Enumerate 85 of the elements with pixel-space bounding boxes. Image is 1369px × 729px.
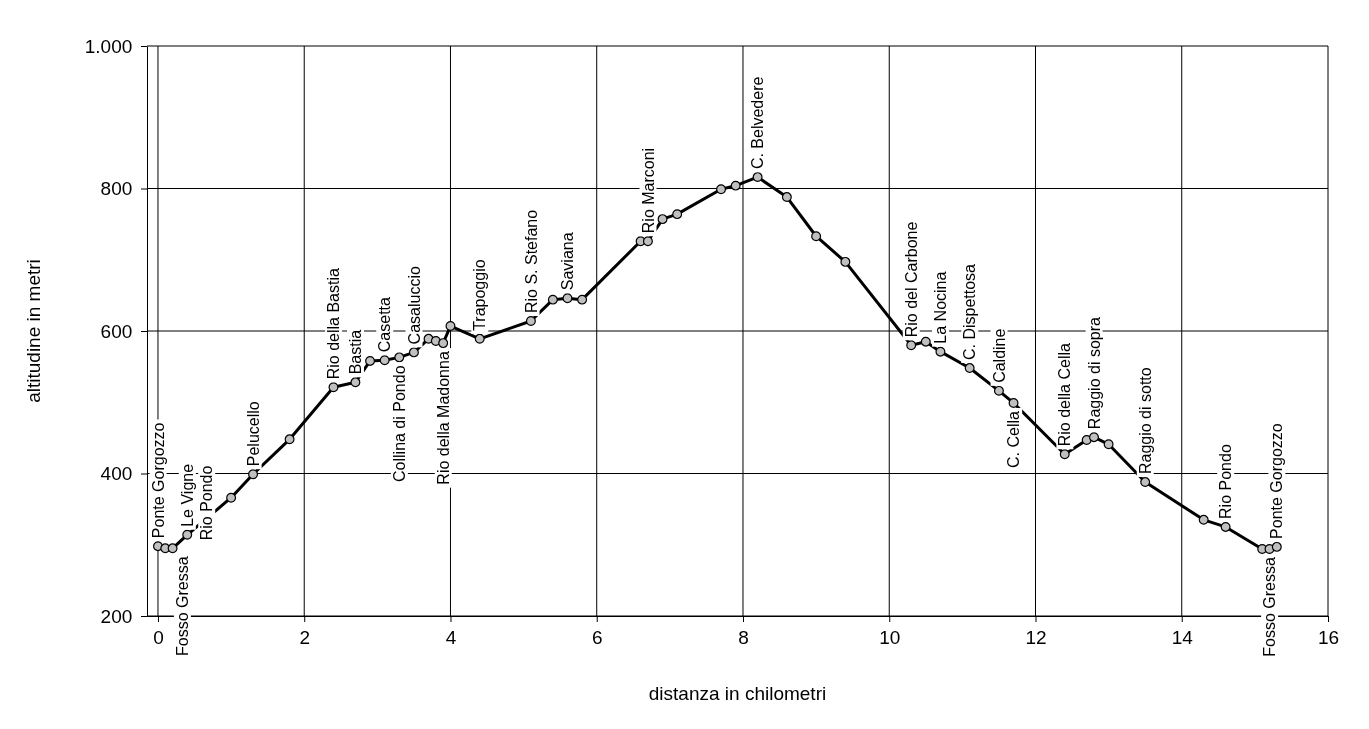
y-tick-label: 400 (100, 463, 133, 485)
x-tick-label: 16 (1317, 627, 1340, 648)
point (1220, 521, 1231, 532)
y-axis-title: altitudine in metri (23, 259, 44, 403)
point (935, 346, 946, 357)
annotation: C. Dispettosa (961, 263, 979, 361)
point (182, 529, 193, 540)
x-tick-label: 8 (738, 627, 749, 648)
x-tick-label: 4 (445, 627, 457, 648)
x-tick-label: 10 (879, 627, 901, 648)
x-axis-title: distanza in chilometri (648, 683, 827, 704)
annotation: La Nocina (932, 271, 950, 344)
point (642, 236, 653, 247)
point (408, 347, 419, 358)
y-tick-label: 200 (100, 605, 133, 627)
annotation: Rio della Cella (1056, 343, 1074, 447)
point (1103, 439, 1114, 450)
point (562, 293, 573, 304)
point (226, 492, 237, 503)
point (525, 316, 536, 326)
point (248, 469, 258, 480)
point (672, 209, 683, 220)
point (1271, 541, 1282, 552)
point (752, 172, 763, 183)
point (577, 294, 588, 305)
annotation: Ponte Gorgozzo (1268, 423, 1286, 539)
point (1264, 544, 1275, 554)
annotation: Pelucello (244, 401, 262, 467)
point (1140, 477, 1151, 488)
point (438, 338, 449, 349)
annotation: Rio del Carbone (902, 221, 920, 338)
point (167, 543, 178, 554)
annotation: Caldine (990, 328, 1008, 383)
x-tick-label: 12 (1025, 627, 1047, 648)
point (379, 355, 390, 366)
annotation: Saviana (559, 232, 577, 291)
y-tick-label: 600 (100, 320, 133, 342)
annotation: Rio Pondo (198, 465, 216, 541)
point (1089, 432, 1099, 443)
point (840, 256, 851, 267)
annotation: Ponte Gorgozzo (149, 422, 167, 539)
point (920, 336, 931, 347)
x-tick-label: 6 (591, 627, 603, 648)
y-tick-label: 800 (100, 178, 133, 200)
annotation: Fosso Gressa (1261, 557, 1279, 657)
annotation: Raggio di sotto (1136, 367, 1154, 475)
annotation: Collina di Pondo (390, 365, 408, 482)
point (730, 180, 741, 191)
point (1008, 398, 1019, 408)
annotation: Casetta (376, 296, 394, 353)
point (328, 382, 339, 393)
x-tick-label: 14 (1171, 627, 1194, 648)
annotation: Casaluccio (405, 266, 423, 345)
annotation: Rio S. Stefano (522, 209, 540, 314)
y-tick-label: 1.000 (84, 35, 133, 57)
point (657, 214, 668, 225)
annotation: C. Cella (1005, 410, 1023, 468)
annotation: Rio della Madonna (434, 351, 452, 485)
point (811, 231, 822, 242)
point (1059, 449, 1070, 460)
point (365, 355, 376, 366)
x-tick-label: 2 (299, 627, 311, 648)
annotation: C. Belvedere (749, 76, 767, 170)
annotation: Rio della Bastia (325, 268, 343, 380)
point (993, 385, 1004, 396)
annotation: Rio Marconi (639, 147, 657, 234)
point (284, 434, 295, 445)
annotation: Fosso Gressa (173, 556, 191, 656)
annotation: Bastia (347, 329, 365, 375)
point (906, 340, 917, 351)
point (445, 321, 456, 331)
point (350, 377, 361, 388)
annotation: Le Vigne (178, 463, 196, 527)
point (716, 184, 727, 195)
point (1198, 514, 1209, 525)
point (394, 352, 405, 363)
point (474, 333, 485, 344)
point (964, 363, 975, 374)
x-tick-label: 0 (153, 627, 164, 648)
annotation: Trapoggio (471, 259, 489, 331)
annotation: Raggio di sopra (1085, 316, 1103, 430)
point (1081, 435, 1092, 445)
point (781, 192, 792, 203)
annotation: Rio Pondo (1217, 444, 1235, 519)
point (547, 294, 558, 305)
